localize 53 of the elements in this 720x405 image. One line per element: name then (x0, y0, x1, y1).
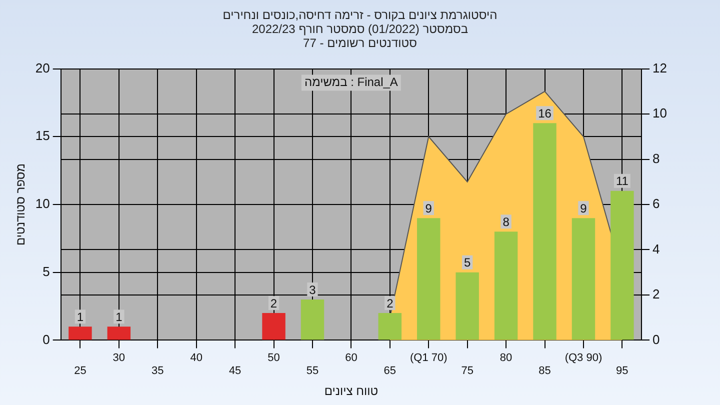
y-axis-title: מספר סטודנטים (14, 163, 28, 246)
data-label: 9 (580, 201, 588, 216)
bar (300, 299, 324, 340)
y2-tick-label: 2 (652, 286, 660, 302)
bar (494, 232, 518, 340)
x-axis-title: טווח ציונים (324, 384, 378, 398)
y2-tick-label: 6 (652, 196, 660, 212)
x-tick-label: 65 (384, 365, 396, 378)
y2-tick-label: 0 (652, 332, 660, 347)
x-tick-label: (Q1 70) (410, 352, 448, 364)
y-tick-label: 10 (35, 196, 50, 212)
x-tick-label: (Q3 90) (564, 352, 602, 364)
data-label: 16 (538, 106, 552, 120)
data-label: 2 (270, 296, 278, 310)
data-label: 1 (116, 310, 123, 324)
x-tick-label: 35 (152, 365, 164, 378)
y-tick-label: 5 (42, 264, 50, 279)
x-tick-label: 25 (74, 365, 86, 378)
bar (610, 190, 634, 340)
bar (572, 218, 596, 340)
bar (378, 313, 402, 340)
annotation: Final_A : במשימה (304, 75, 398, 90)
data-label: 1 (76, 310, 84, 324)
x-tick-label: 75 (461, 365, 474, 378)
x-tick-label: 55 (306, 365, 319, 378)
y2-tick-label: 4 (652, 241, 660, 256)
data-label: 5 (464, 256, 471, 270)
y-tick-label: 0 (42, 332, 50, 347)
x-tick-label: 85 (538, 365, 551, 378)
bar (417, 218, 440, 340)
bar (262, 313, 286, 340)
data-label: 8 (502, 214, 510, 229)
x-tick-label: 60 (345, 352, 358, 364)
x-tick-label: 95 (616, 365, 628, 378)
chart-title: היסטוגרמת ציונים בקורס - זרימה דחיסה,כונסים ונחירים בסמסטר (01/2022) סמסטר חורף 2022/23 סטודנטים רשומים - 77 (222, 7, 498, 52)
bar (533, 123, 556, 340)
x-tick-label: 40 (190, 352, 202, 364)
bar (456, 272, 479, 340)
x-tick-label: 30 (112, 352, 126, 364)
y2-tick-label: 10 (652, 106, 668, 121)
data-label: 9 (425, 201, 432, 216)
data-label: 11 (616, 174, 629, 188)
x-tick-label: 80 (500, 352, 512, 364)
data-label: 3 (309, 282, 316, 297)
y2-tick-label: 12 (652, 60, 668, 76)
bar (107, 326, 131, 340)
y-tick-label: 20 (35, 60, 50, 76)
x-tick-label: 45 (228, 365, 242, 378)
data-label: 2 (386, 296, 394, 310)
y2-tick-label: 8 (652, 150, 660, 166)
x-tick-label: 50 (268, 352, 280, 364)
y-tick-label: 15 (35, 128, 50, 144)
bar (68, 326, 92, 340)
